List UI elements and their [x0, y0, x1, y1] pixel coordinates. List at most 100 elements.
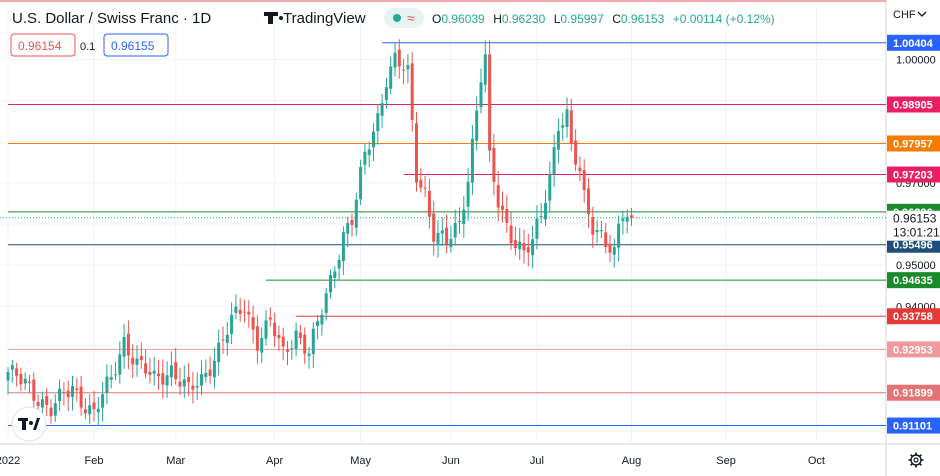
time-axis[interactable]: 2022 Feb Mar Apr May Jun Jul Aug Sep Oct — [0, 455, 825, 467]
candle — [10, 359, 14, 383]
candle — [109, 364, 113, 389]
candle — [298, 324, 302, 345]
candle — [415, 111, 418, 192]
market-status-pill[interactable]: ≈ — [384, 8, 424, 28]
candle — [389, 56, 393, 94]
candle-body — [513, 240, 517, 249]
candle-body — [621, 218, 625, 222]
candle-body — [49, 407, 53, 417]
candle-body — [15, 368, 19, 376]
candle-body — [53, 403, 57, 416]
candle — [191, 371, 195, 404]
candle — [569, 98, 573, 152]
candle-body — [62, 392, 66, 394]
level-price-label: 0.94635 — [887, 272, 940, 289]
candle — [320, 308, 324, 336]
candle — [612, 238, 616, 268]
candle-body — [200, 374, 203, 386]
candle — [277, 325, 281, 352]
candle-body — [367, 149, 371, 156]
candle-body — [187, 376, 191, 383]
candle-body — [612, 247, 616, 255]
candle — [552, 134, 556, 188]
candle-body — [535, 218, 539, 239]
wave-icon: ≈ — [407, 10, 415, 26]
svg-text:0.93758: 0.93758 — [893, 311, 933, 323]
candle — [19, 367, 23, 392]
candle — [406, 54, 410, 84]
candle — [307, 346, 311, 369]
candle — [96, 396, 100, 427]
candle — [182, 365, 186, 399]
symbol-title[interactable]: U.S. Dollar / Swiss Franc · 1D — [12, 10, 211, 27]
candle-body — [466, 181, 470, 207]
candle-body — [436, 232, 440, 244]
candle-body — [492, 147, 496, 182]
candle — [131, 344, 135, 379]
tradingview-logo-icon[interactable] — [11, 406, 47, 442]
candle-body — [548, 174, 552, 201]
price-tick-label: 1.00000 — [896, 54, 936, 66]
candle — [83, 398, 87, 420]
buy-button[interactable]: 0.96155 — [103, 33, 169, 57]
price-tick-label: 0.95000 — [896, 260, 936, 272]
candle-body — [174, 362, 178, 380]
candle — [126, 320, 130, 370]
candle-body — [217, 342, 221, 363]
candle-body — [148, 371, 152, 375]
candle-body — [71, 386, 74, 397]
candle-body — [191, 385, 195, 390]
candle — [518, 227, 522, 261]
current-price-value: 0.96153 — [893, 212, 937, 226]
candle-body — [393, 52, 397, 68]
candle-body — [182, 379, 186, 387]
candle-body — [135, 358, 139, 365]
candle — [548, 161, 552, 212]
candle — [509, 211, 513, 250]
buy-price: 0.96155 — [111, 39, 155, 53]
candle — [303, 327, 307, 364]
candle-body — [539, 216, 543, 218]
sell-button[interactable]: 0.96154 — [10, 33, 76, 57]
gear-icon[interactable] — [908, 452, 924, 468]
time-tick-label: Feb — [85, 455, 104, 467]
candle-body — [204, 372, 208, 377]
candle — [432, 201, 436, 256]
candle-body — [83, 409, 87, 414]
candle — [544, 189, 547, 227]
candle-body — [544, 202, 547, 220]
candle-body — [66, 390, 70, 398]
candle — [462, 195, 466, 238]
currency-selector[interactable]: CHF — [893, 9, 927, 21]
level-price-label: 0.97203 — [887, 166, 940, 183]
candle — [479, 68, 483, 114]
candle-body — [496, 185, 500, 208]
candle — [187, 363, 191, 396]
candle — [165, 361, 169, 398]
candle-body — [423, 187, 427, 189]
candle — [513, 226, 517, 256]
candle — [178, 367, 182, 395]
candle — [281, 327, 285, 361]
candle — [88, 393, 92, 424]
level-price-label: 0.93758 — [887, 308, 940, 325]
svg-text:0.91899: 0.91899 — [893, 388, 933, 400]
candle-body — [139, 355, 143, 361]
candle-body — [427, 190, 431, 217]
candle — [286, 340, 289, 365]
candle — [169, 351, 173, 387]
candle-body — [346, 223, 350, 234]
candle — [470, 125, 474, 196]
candle — [561, 113, 565, 141]
candle-body — [372, 131, 375, 148]
candle — [363, 144, 367, 175]
candle-body — [552, 147, 556, 175]
ohlc-readout: O0.96039 H0.96230 L0.95997 C0.96153 +0.0… — [432, 10, 775, 27]
candle-body — [311, 328, 315, 354]
candle-body — [96, 408, 100, 413]
candle-body — [376, 113, 380, 132]
level-price-label: 1.00404 — [887, 34, 940, 51]
